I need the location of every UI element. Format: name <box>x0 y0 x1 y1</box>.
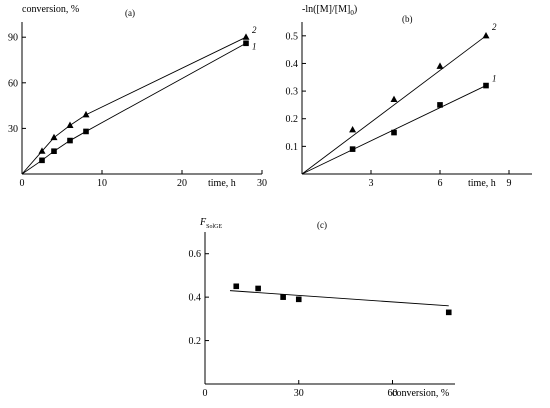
panel-b: -ln([M]/[M]0) time, h (b) 3 6 9 0.1 0.2 0.3 0.… <box>286 4 532 189</box>
panel-a-point-1-2 <box>67 137 73 144</box>
panel-c-point-series0-1 <box>255 285 261 292</box>
panel-c-x-tick-label-2: 60 <box>388 388 398 399</box>
panel-a-plot: 12 <box>21 25 257 175</box>
panel-a-x-axis-title: time, h <box>208 178 236 189</box>
panel-a-x-tick-label-1: 10 <box>97 178 107 189</box>
panel-b-point-2-0 <box>349 125 357 133</box>
panel-b-x-axis-title: time, h <box>468 178 496 189</box>
panel-a-label: (a) <box>125 8 135 18</box>
panel-b-point-2-1 <box>390 95 398 102</box>
panel-a-point-2-4 <box>242 33 250 40</box>
panel-b-x-tick-label-2: 9 <box>507 178 512 189</box>
panel-b-y-tick-label-2: 0.3 <box>286 87 299 98</box>
panel-c-x-axis-title: conversion, % <box>392 388 449 399</box>
panel-a-y-tick-label-1: 60 <box>8 78 18 89</box>
panel-c-x-tick-label-1: 30 <box>294 388 304 399</box>
panel-b-y-tick-label-3: 0.4 <box>286 59 299 70</box>
panel-c-point-series0-0 <box>233 283 240 290</box>
panel-c: FSolGE conversion, % (c) 0 30 60 0.2 0.4 0.6 <box>189 217 455 399</box>
panel-a-point-1-4 <box>243 40 249 47</box>
panel-c-y-tick-label-0: 0.2 <box>189 336 202 347</box>
panel-b-point-1-2 <box>437 102 443 108</box>
panel-a-ticks: 0 10 20 30 30 60 90 <box>8 33 267 189</box>
panel-b-x-tick-label-1: 6 <box>438 178 443 189</box>
panel-a-series-line-2 <box>21 36 247 175</box>
panel-b-ticks: 3 6 9 0.1 0.2 0.3 0.4 0.5 <box>286 31 512 189</box>
panel-a-x-tick-label-3: 30 <box>257 178 267 189</box>
panel-b-x-tick-label-0: 3 <box>369 178 374 189</box>
panel-c-ticks: 0 30 60 0.2 0.4 0.6 <box>189 249 398 399</box>
panel-a-series-line-1 <box>21 42 247 175</box>
panel-a-series-label-1: 1 <box>252 41 257 51</box>
panel-a-y-tick-label-0: 30 <box>8 124 18 135</box>
panel-b-plot: 12 <box>301 22 497 175</box>
panel-b-y-tick-label-1: 0.2 <box>286 114 299 125</box>
panel-a-point-1-1 <box>51 148 57 154</box>
panel-c-point-series0-3 <box>295 296 302 303</box>
panel-b-point-2-3 <box>482 32 490 39</box>
panel-a-point-2-3 <box>82 110 90 118</box>
panel-b-point-2-2 <box>436 62 444 69</box>
panel-a-point-2-0 <box>38 147 46 154</box>
panel-c-x-tick-label-0: 0 <box>203 388 208 399</box>
panel-b-point-1-3 <box>483 82 489 89</box>
panel-a-point-1-0 <box>39 157 45 164</box>
panel-b-y-tick-label-0: 0.1 <box>286 142 299 153</box>
panel-b-y-tick-label-4: 0.5 <box>286 31 299 42</box>
panel-a-y-tick-label-2: 90 <box>8 33 18 44</box>
panel-c-y-axis-title: FSolGE <box>199 217 222 230</box>
panel-b-y-axis-title: -ln([M]/[M]0) <box>302 4 357 17</box>
panel-a-point-1-3 <box>83 128 89 135</box>
panel-b-fit-line-2 <box>301 35 487 175</box>
panel-b-series-label-2: 2 <box>492 22 497 32</box>
panel-b-point-1-1 <box>391 129 397 136</box>
panel-a-point-2-1 <box>50 133 58 141</box>
panel-a-x-tick-label-2: 20 <box>177 178 187 189</box>
panel-c-point-series0-4 <box>445 309 452 316</box>
panel-c-label: (c) <box>317 220 327 230</box>
panel-b-label: (b) <box>402 14 413 24</box>
panel-b-point-1-0 <box>349 146 356 152</box>
panel-a-x-tick-label-0: 0 <box>20 178 25 189</box>
panel-c-y-tick-label-2: 0.6 <box>189 249 202 260</box>
panel-a-series-label-2: 2 <box>252 25 257 35</box>
panel-a: conversion, % time, h (a) 0 10 20 30306090 … <box>8 4 267 189</box>
panel-a-y-axis-title: conversion, % <box>22 4 79 15</box>
panel-b-series-label-1: 1 <box>492 74 497 84</box>
panel-c-plot <box>229 283 452 316</box>
panel-c-fit-line-series0 <box>229 290 449 307</box>
panel-c-point-series0-2 <box>280 294 286 300</box>
panel-a-point-2-2 <box>66 121 74 128</box>
panel-c-y-tick-label-1: 0.4 <box>189 293 202 304</box>
